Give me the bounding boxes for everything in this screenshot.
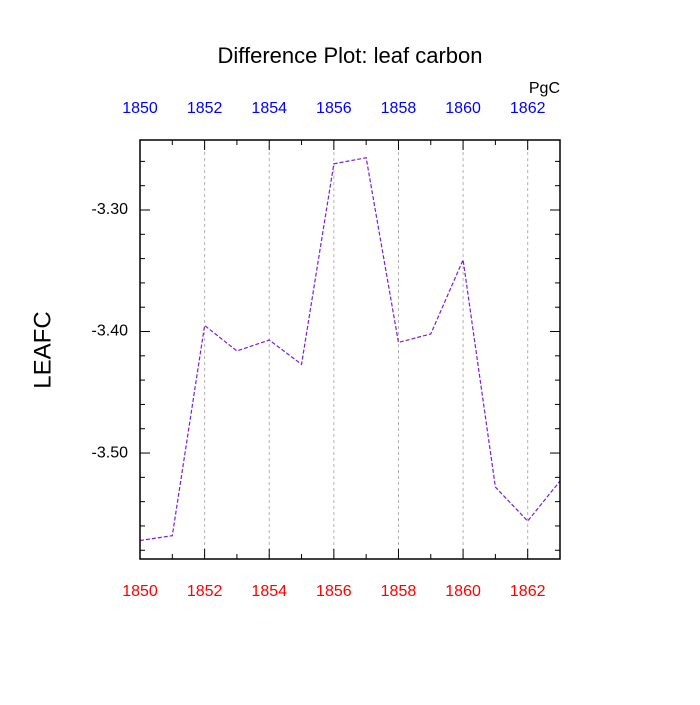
units-label: PgC bbox=[529, 80, 560, 97]
x-top-tick-label: 1856 bbox=[316, 100, 352, 117]
x-top-tick-label: 1858 bbox=[381, 100, 417, 117]
y-tick-label: -3.40 bbox=[92, 323, 129, 340]
x-top-tick-label: 1854 bbox=[251, 100, 287, 117]
x-tick-label: 1858 bbox=[381, 583, 417, 600]
y-tick-label: -3.50 bbox=[92, 444, 129, 461]
plot-frame bbox=[139, 139, 561, 560]
x-tick-label: 1854 bbox=[251, 583, 287, 600]
x-tick-label: 1860 bbox=[445, 583, 481, 600]
x-tick-label: 1852 bbox=[187, 583, 223, 600]
chart-title: Difference Plot: leaf carbon bbox=[218, 43, 483, 68]
x-top-tick-label: 1850 bbox=[122, 100, 158, 117]
x-tick-label: 1862 bbox=[510, 583, 546, 600]
data-line bbox=[139, 157, 561, 542]
y-axis-label: LEAFC bbox=[29, 311, 56, 388]
x-top-tick-label: 1862 bbox=[510, 100, 546, 117]
x-tick-label: 1856 bbox=[316, 583, 352, 600]
x-tick-label: 1850 bbox=[122, 583, 158, 600]
x-top-tick-label: 1860 bbox=[445, 100, 481, 117]
y-tick-label: -3.30 bbox=[92, 201, 129, 218]
x-top-tick-label: 1852 bbox=[187, 100, 223, 117]
